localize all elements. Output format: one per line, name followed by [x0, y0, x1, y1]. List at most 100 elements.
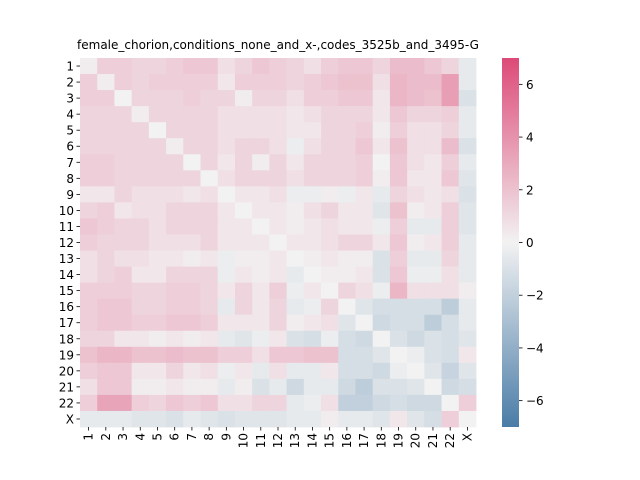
heatmap-cell-2-22 [441, 74, 460, 91]
heatmap-cell-20-9 [217, 362, 236, 380]
heatmap-cell-9-6 [166, 186, 184, 203]
heatmap-cell-6-18 [372, 138, 391, 155]
heatmap-cell-18-3 [114, 330, 133, 348]
heatmap-cell-20-1 [80, 362, 98, 380]
heatmap-cell-8-2 [97, 170, 115, 187]
heatmap-cell-6-4 [131, 138, 150, 155]
heatmap-cell-6-22 [441, 138, 460, 155]
heatmap-cell-7-9 [217, 154, 236, 171]
heatmap-cell-11-22 [441, 218, 460, 235]
heatmap-cell-10-14 [303, 202, 322, 219]
heatmap-cell-13-9 [217, 250, 236, 267]
heatmap-cell-3-4 [131, 90, 150, 107]
heatmap-cell-20-15 [321, 362, 339, 380]
heatmap-cell-14-4 [131, 266, 150, 284]
heatmap-cell-9-11 [252, 186, 270, 203]
heatmap-cell-16-6 [166, 298, 184, 316]
heatmap-cell-13-10 [234, 250, 253, 267]
heatmap-cell-8-4 [131, 170, 150, 187]
heatmap-cell-8-12 [269, 170, 288, 187]
x-tick-label: 22 [443, 433, 457, 448]
heatmap-cell-18-14 [303, 330, 322, 348]
heatmap-cell-8-15 [321, 170, 339, 187]
heatmap-cell-6-2 [97, 138, 115, 155]
heatmap-cell-20-22 [441, 362, 460, 380]
heatmap-cell-12-15 [321, 234, 339, 251]
heatmap-cell-15-18 [372, 282, 391, 300]
heatmap-cell-22-22 [441, 394, 460, 412]
heatmap-cell-5-13 [286, 122, 305, 139]
heatmap-cell-20-12 [269, 362, 288, 380]
x-tick-label: 18 [374, 433, 388, 448]
heatmap-cell-2-11 [252, 74, 270, 91]
heatmap-cell-3-10 [234, 90, 253, 107]
heatmap-cell-17-10 [234, 314, 253, 332]
heatmap-cell-4-14 [303, 106, 322, 123]
heatmap-cell-8-8 [200, 170, 219, 187]
heatmap-cell-12-4 [131, 234, 150, 251]
heatmap-cell-7-18 [372, 154, 391, 171]
heatmap-cell-3-20 [407, 90, 425, 107]
heatmap-cell-13-20 [407, 250, 425, 267]
heatmap-cell-16-15 [321, 298, 339, 316]
colorbar: −6 −4 −2 0 2 4 6 [502, 58, 544, 427]
heatmap-cell-22-9 [217, 394, 236, 412]
y-tick-label: 20 [59, 364, 74, 378]
heatmap-cell-7-14 [303, 154, 322, 171]
heatmap-cell-7-13 [286, 154, 305, 171]
heatmap-cell-16-1 [80, 298, 98, 316]
heatmap-cell-7-10 [234, 154, 253, 171]
heatmap-cell-5-1 [80, 122, 98, 139]
heatmap-cell-15-16 [338, 282, 356, 300]
heatmap-cell-8-17 [355, 170, 374, 187]
heatmap-cell-22-18 [372, 394, 391, 412]
heatmap-cell-2-19 [389, 74, 408, 91]
heatmap-cell-4-22 [441, 106, 460, 123]
heatmap-cell-20-3 [114, 362, 133, 380]
heatmap-cell-21-11 [252, 378, 270, 396]
heatmap-cell-11-12 [269, 218, 288, 235]
heatmap-cell-19-13 [286, 346, 305, 364]
y-tick-label: 22 [59, 396, 74, 410]
heatmap-cell-2-1 [80, 74, 98, 91]
heatmap-cell-16-16 [338, 298, 356, 316]
heatmap-cell-5-7 [183, 122, 201, 139]
heatmap-cell-15-8 [200, 282, 219, 300]
heatmap-cell-6-1 [80, 138, 98, 155]
heatmap-cell-12-16 [338, 234, 356, 251]
heatmap-cell-21-8 [200, 378, 219, 396]
heatmap-cell-5-16 [338, 122, 356, 139]
heatmap-cell-21-1 [80, 378, 98, 396]
heatmap-cell-11-16 [338, 218, 356, 235]
heatmap-cell-13-8 [200, 250, 219, 267]
heatmap-cell-4-21 [424, 106, 442, 123]
heatmap-cell-X-4 [131, 410, 150, 428]
heatmap-cell-1-19 [389, 58, 408, 75]
heatmap-cell-17-6 [166, 314, 184, 332]
heatmap-cell-7-3 [114, 154, 133, 171]
heatmap-cell-17-X [458, 314, 477, 332]
heatmap-cell-9-21 [424, 186, 442, 203]
heatmap-cell-22-8 [200, 394, 219, 412]
heatmap-cell-14-17 [355, 266, 374, 284]
heatmap-cell-10-11 [252, 202, 270, 219]
heatmap-cell-3-3 [114, 90, 133, 107]
heatmap-cell-14-15 [321, 266, 339, 284]
heatmap-cell-11-9 [217, 218, 236, 235]
heatmap-cell-3-X [458, 90, 477, 107]
heatmap-cell-21-12 [269, 378, 288, 396]
heatmap-cell-22-12 [269, 394, 288, 412]
heatmap-cell-6-5 [148, 138, 167, 155]
heatmap-cell-11-11 [252, 218, 270, 235]
heatmap-cell-20-18 [372, 362, 391, 380]
heatmap-cell-22-20 [407, 394, 425, 412]
heatmap-cell-15-21 [424, 282, 442, 300]
heatmap-cell-19-7 [183, 346, 201, 364]
heatmap-cell-19-2 [97, 346, 115, 364]
heatmap-cell-20-5 [148, 362, 167, 380]
heatmap-cell-10-18 [372, 202, 391, 219]
heatmap-cell-6-14 [303, 138, 322, 155]
heatmap-cell-3-13 [286, 90, 305, 107]
x-tick-label: 21 [426, 433, 440, 448]
heatmap-cell-17-18 [372, 314, 391, 332]
